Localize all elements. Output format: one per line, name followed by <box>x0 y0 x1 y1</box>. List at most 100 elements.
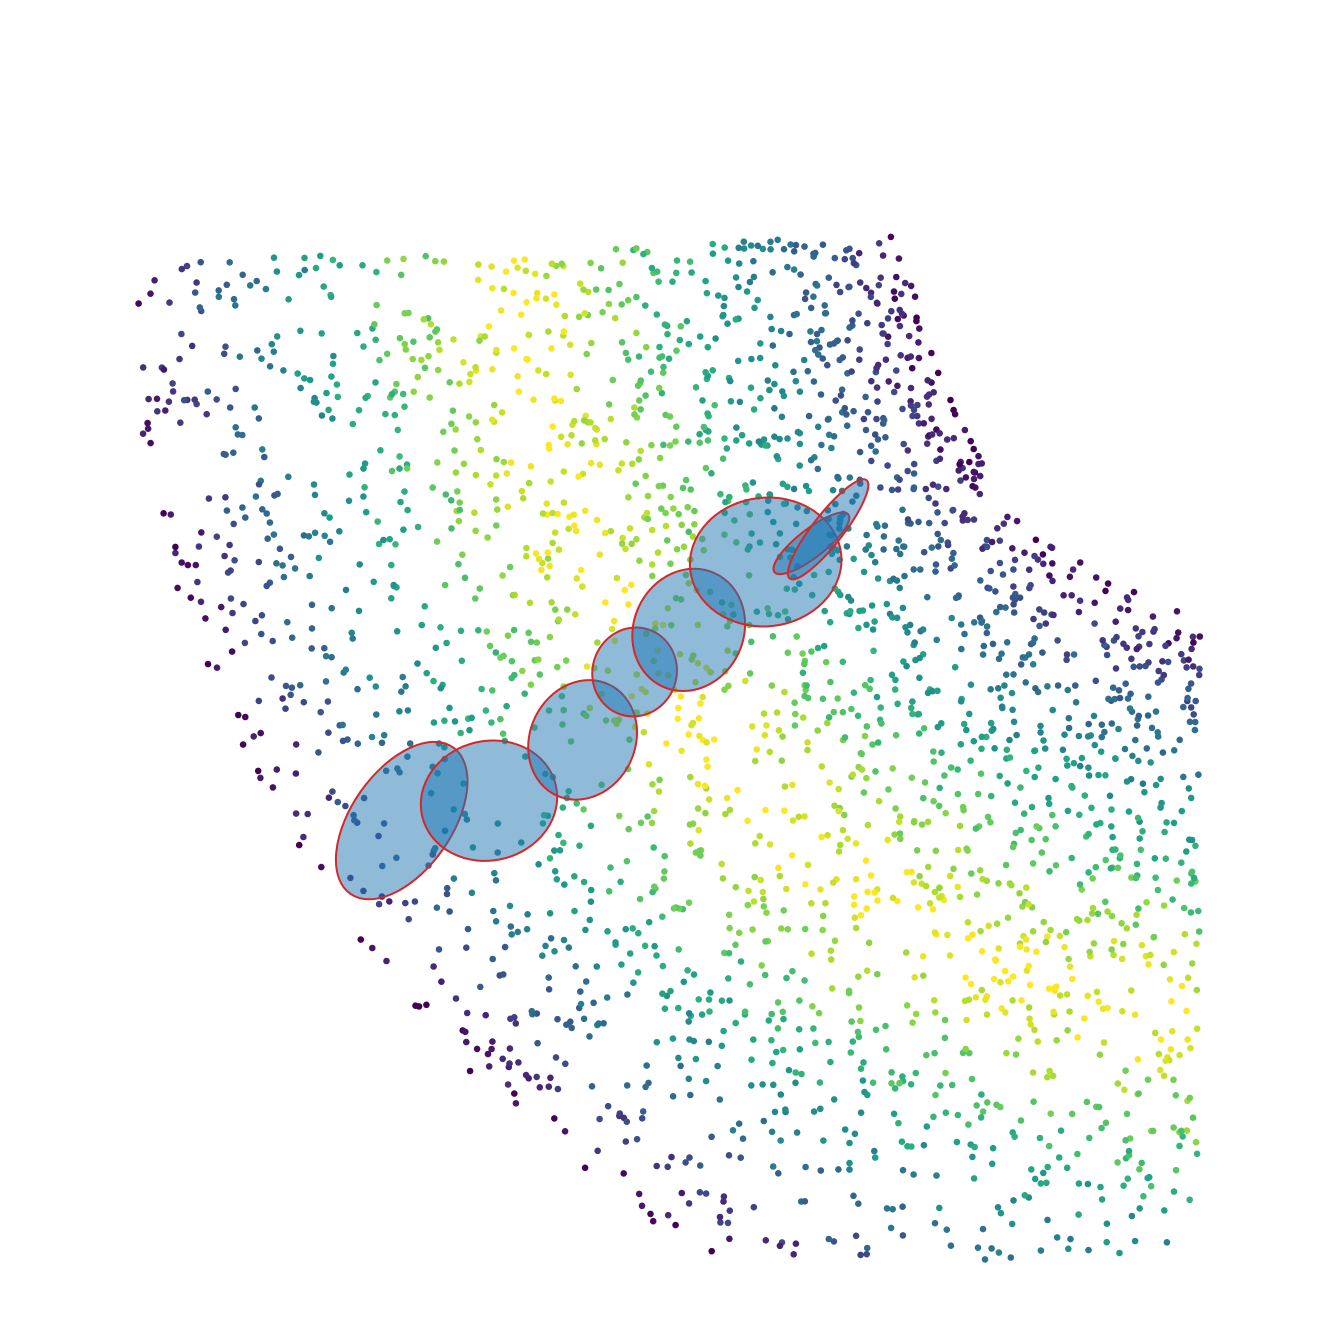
scatter-point <box>432 644 440 652</box>
scatter-point <box>855 249 863 257</box>
scatter-point <box>528 1007 536 1015</box>
scatter-point <box>839 658 847 666</box>
scatter-point <box>511 1014 518 1021</box>
scatter-point <box>362 394 369 402</box>
scatter-point <box>160 366 168 373</box>
scatter-point <box>790 368 797 376</box>
scatter-point <box>668 1153 675 1161</box>
scatter-point <box>555 831 562 839</box>
scatter-point <box>270 254 278 261</box>
scatter-point <box>618 460 626 467</box>
scatter-point <box>311 529 319 537</box>
scatter-point <box>452 426 460 433</box>
scatter-point <box>854 1028 862 1036</box>
scatter-point <box>744 817 751 825</box>
scatter-point <box>257 729 265 737</box>
scatter-point <box>485 1063 493 1070</box>
scatter-point <box>1183 848 1190 855</box>
scatter-point <box>929 481 937 489</box>
scatter-point <box>907 402 915 409</box>
scatter-point <box>1060 592 1067 599</box>
scatter-point <box>779 733 786 740</box>
scatter-point <box>570 511 578 518</box>
scatter-point <box>937 1082 944 1089</box>
scatter-point <box>807 338 815 346</box>
scatter-point <box>459 551 466 558</box>
scatter-point <box>222 343 229 351</box>
scatter-point <box>622 1138 630 1145</box>
scatter-point <box>441 717 448 724</box>
scatter-point <box>499 572 506 579</box>
scatter-point <box>774 236 781 244</box>
scatter-point <box>530 396 537 404</box>
scatter-point <box>943 485 950 493</box>
scatter-point <box>896 1079 903 1087</box>
scatter-point <box>685 1010 693 1017</box>
scatter-point <box>497 307 505 314</box>
scatter-point <box>414 373 422 381</box>
scatter-point <box>573 575 581 582</box>
scatter-point <box>818 763 826 770</box>
scatter-point <box>869 626 877 633</box>
scatter-point <box>576 280 584 288</box>
scatter-point <box>896 813 904 820</box>
scatter-point <box>1184 1036 1191 1043</box>
scatter-point <box>508 657 516 665</box>
scatter-point <box>500 285 508 293</box>
scatter-point <box>707 989 714 996</box>
scatter-point <box>702 1190 710 1197</box>
scatter-point <box>474 276 482 284</box>
scatter-point <box>962 1045 969 1053</box>
scatter-point <box>240 600 247 608</box>
scatter-point <box>205 495 213 502</box>
scatter-point <box>306 572 314 580</box>
scatter-point <box>1029 860 1037 867</box>
scatter-point <box>751 304 758 312</box>
scatter-point <box>685 1018 692 1025</box>
scatter-point <box>525 629 532 637</box>
scatter-point <box>571 873 578 880</box>
scatter-point <box>792 241 800 249</box>
scatter-point <box>426 394 434 401</box>
scatter-point <box>1128 1212 1136 1220</box>
scatter-point <box>1123 1110 1131 1118</box>
scatter-point <box>533 1073 540 1081</box>
scatter-point <box>942 809 949 817</box>
scatter-point <box>304 810 312 818</box>
scatter-point <box>194 578 201 586</box>
scatter-point <box>965 996 973 1003</box>
scatter-point <box>969 931 976 938</box>
scatter-point <box>708 1133 715 1141</box>
scatter-point <box>935 802 943 810</box>
scatter-point <box>941 1016 949 1024</box>
scatter-point <box>829 879 837 886</box>
scatter-point <box>996 559 1004 567</box>
confidence-ellipse <box>688 496 843 628</box>
scatter-point <box>1004 914 1012 921</box>
scatter-point <box>838 386 846 394</box>
scatter-point <box>560 468 568 475</box>
scatter-point <box>467 370 474 378</box>
scatter-point <box>653 952 660 959</box>
scatter-point <box>324 698 332 705</box>
scatter-point <box>907 384 915 392</box>
scatter-point <box>310 481 318 488</box>
scatter-point <box>315 554 323 562</box>
scatter-point <box>430 963 437 970</box>
scatter-point <box>1114 1080 1122 1087</box>
scatter-point <box>926 900 934 907</box>
scatter-point <box>794 428 802 436</box>
scatter-point <box>560 328 568 335</box>
scatter-point <box>1187 1044 1194 1052</box>
scatter-point <box>858 766 866 773</box>
scatter-point <box>1151 855 1159 862</box>
scatter-point <box>769 1059 776 1067</box>
scatter-point <box>1067 1235 1074 1243</box>
scatter-point <box>909 1019 916 1026</box>
scatter-point <box>180 396 188 404</box>
scatter-point <box>403 465 411 472</box>
scatter-point <box>854 712 862 720</box>
scatter-point <box>645 918 653 926</box>
scatter-point <box>510 345 518 352</box>
